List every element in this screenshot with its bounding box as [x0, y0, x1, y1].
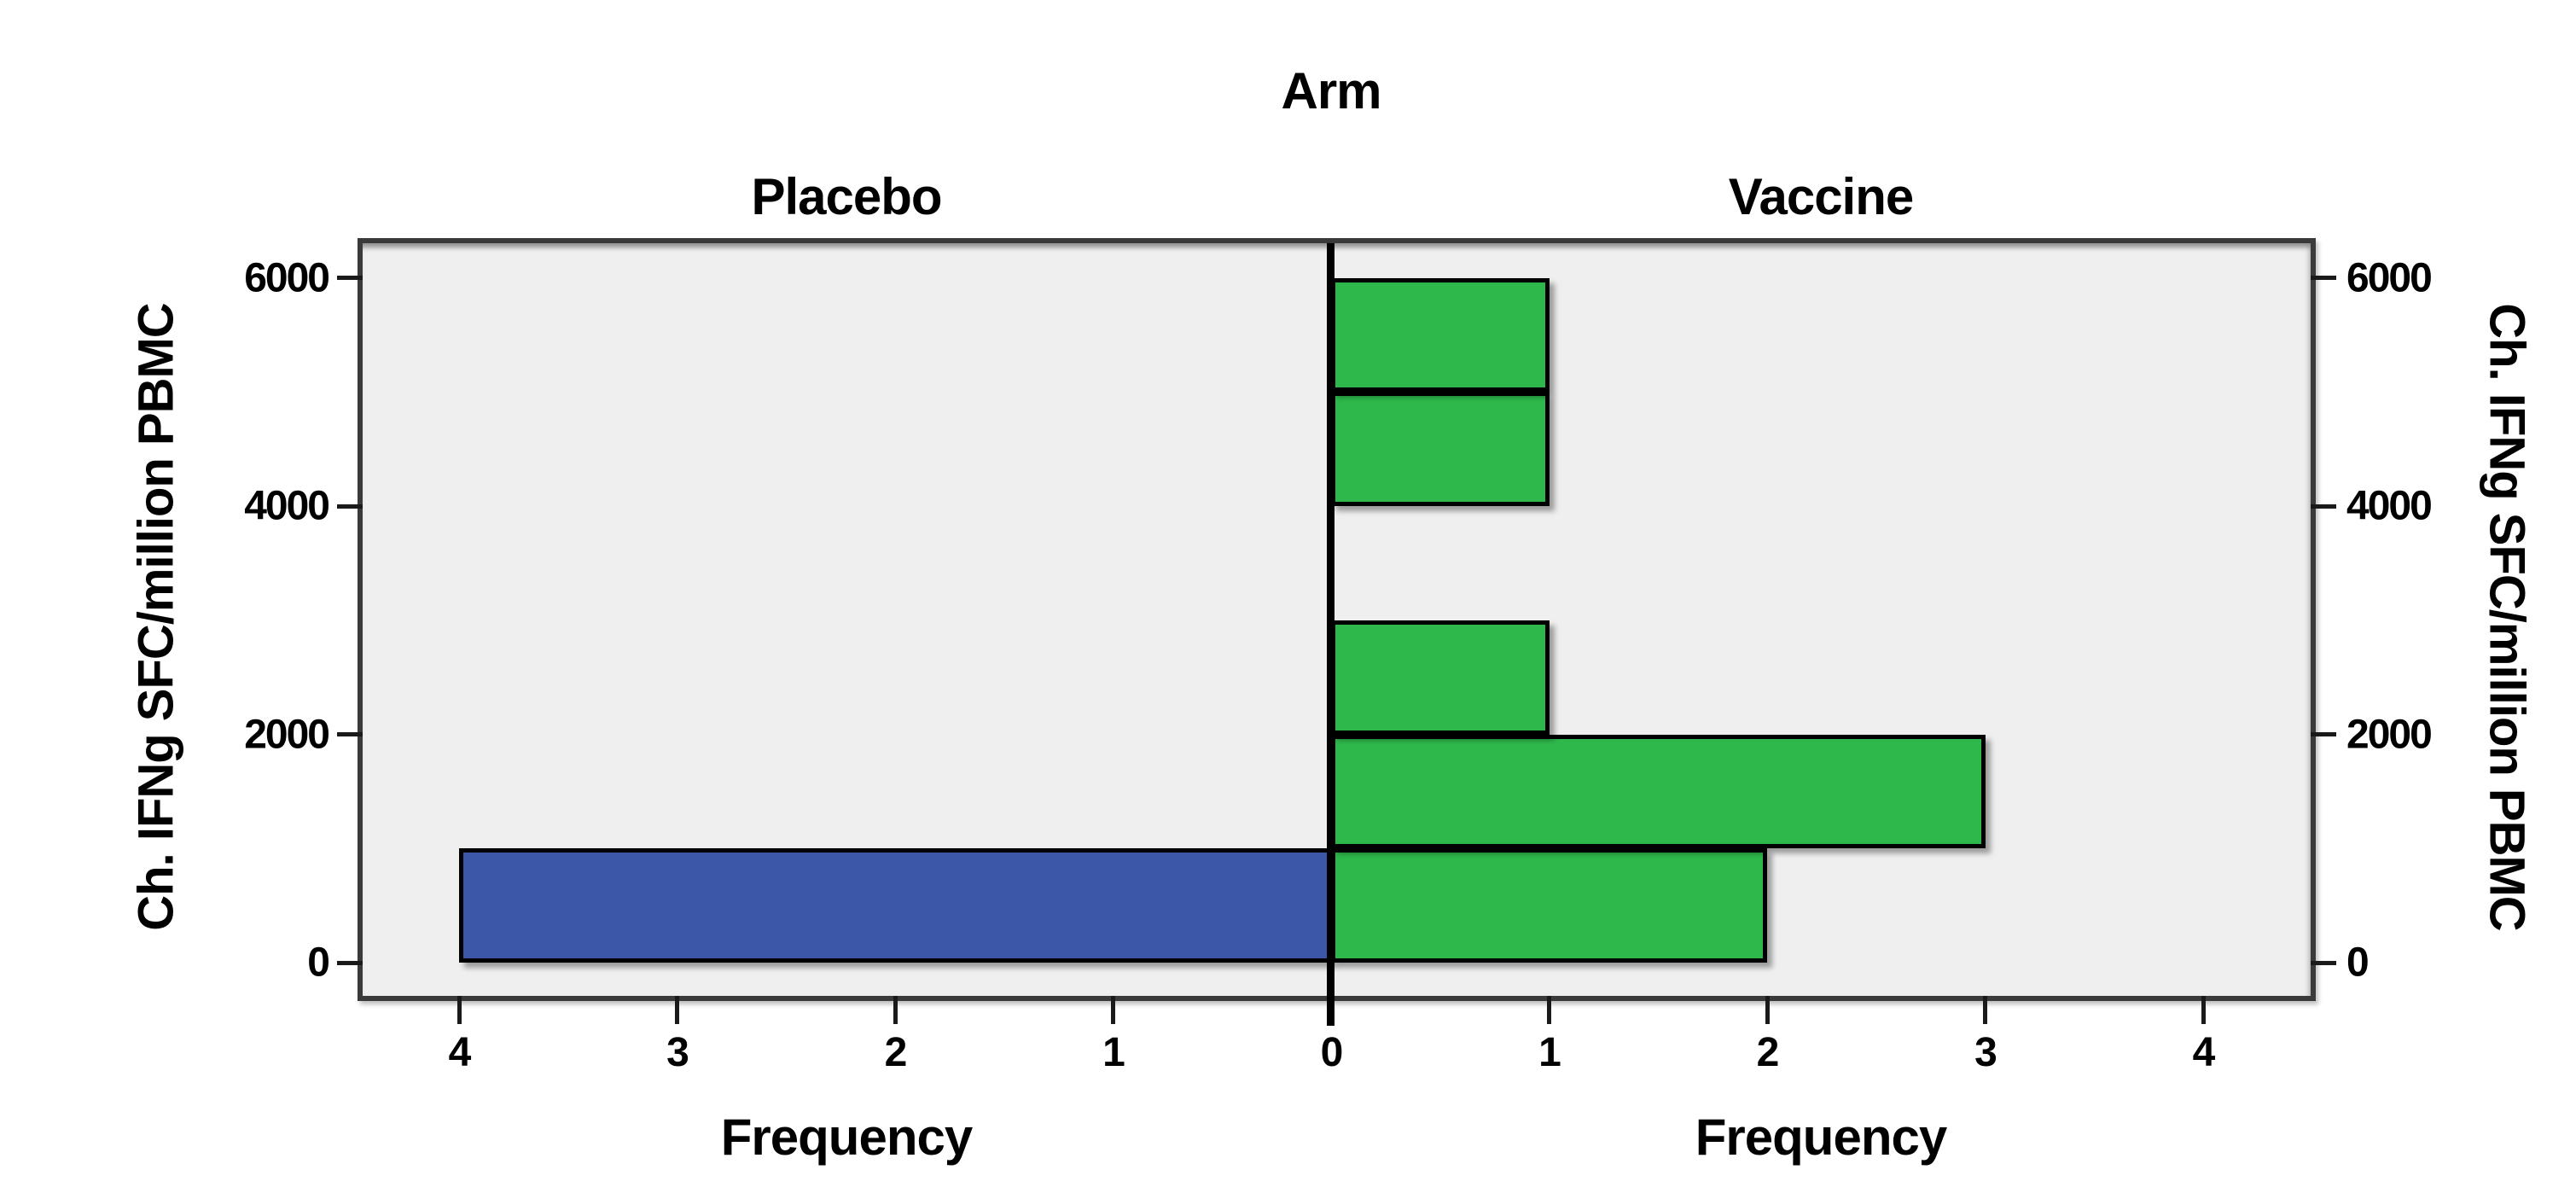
y-tick-mark-right — [2311, 732, 2336, 736]
bar-vaccine-5000-6000 — [1331, 277, 1550, 393]
x-tick-mark — [2201, 996, 2206, 1024]
x-tick-mark — [1111, 996, 1115, 1024]
x-tick-mark — [1983, 996, 1987, 1024]
y-axis-title-right: Ch. IFNg SFC/million PBMC — [2479, 303, 2535, 931]
x-tick-label: 4 — [448, 1030, 472, 1075]
x-tick-label: 2 — [1756, 1030, 1780, 1075]
y-tick-label-left: 4000 — [244, 483, 330, 529]
x-tick-label: 0 — [1320, 1030, 1344, 1075]
bar-vaccine-2000-3000 — [1331, 620, 1550, 735]
x-tick-mark — [893, 996, 898, 1024]
panel-header-placebo: Placebo — [751, 168, 942, 225]
x-tick-label: 1 — [1538, 1030, 1561, 1075]
x-axis-title-right: Frequency — [1695, 1109, 1947, 1166]
y-tick-mark-left — [337, 276, 363, 280]
y-tick-mark-left — [337, 503, 363, 509]
y-tick-label-right: 0 — [2346, 940, 2370, 986]
panel-header-vaccine: Vaccine — [1728, 168, 1915, 225]
bar-vaccine-0-1000 — [1331, 848, 1767, 963]
y-tick-mark-left — [337, 960, 363, 965]
y-tick-label-left: 6000 — [244, 255, 330, 300]
x-tick-mark — [1765, 996, 1770, 1024]
x-tick-label: 3 — [1974, 1030, 1997, 1075]
center-axis-line — [1327, 243, 1335, 1026]
bar-vaccine-1000-2000 — [1331, 734, 1986, 849]
y-tick-label-right: 2000 — [2346, 712, 2433, 757]
chart-title: Arm — [1281, 62, 1381, 119]
x-tick-mark — [675, 996, 679, 1024]
y-tick-label-right: 6000 — [2346, 255, 2433, 300]
y-tick-mark-right — [2311, 960, 2336, 965]
y-tick-label-left: 2000 — [244, 712, 330, 757]
y-tick-mark-right — [2311, 276, 2336, 280]
y-axis-title-left: Ch. IFNg SFC/million PBMC — [128, 303, 184, 931]
y-tick-mark-right — [2311, 503, 2336, 509]
x-tick-label: 2 — [884, 1030, 908, 1075]
x-tick-label: 1 — [1102, 1030, 1125, 1075]
y-tick-label-right: 4000 — [2346, 483, 2433, 529]
y-tick-label-left: 0 — [307, 940, 330, 986]
x-tick-label: 4 — [2192, 1030, 2216, 1075]
bar-placebo-0-1000 — [459, 848, 1331, 963]
bar-vaccine-4000-5000 — [1331, 392, 1550, 506]
x-tick-mark — [1547, 996, 1551, 1024]
y-tick-mark-left — [337, 732, 363, 736]
x-tick-mark — [456, 996, 462, 1024]
x-tick-label: 3 — [666, 1030, 689, 1075]
x-axis-title-left: Frequency — [720, 1109, 973, 1166]
